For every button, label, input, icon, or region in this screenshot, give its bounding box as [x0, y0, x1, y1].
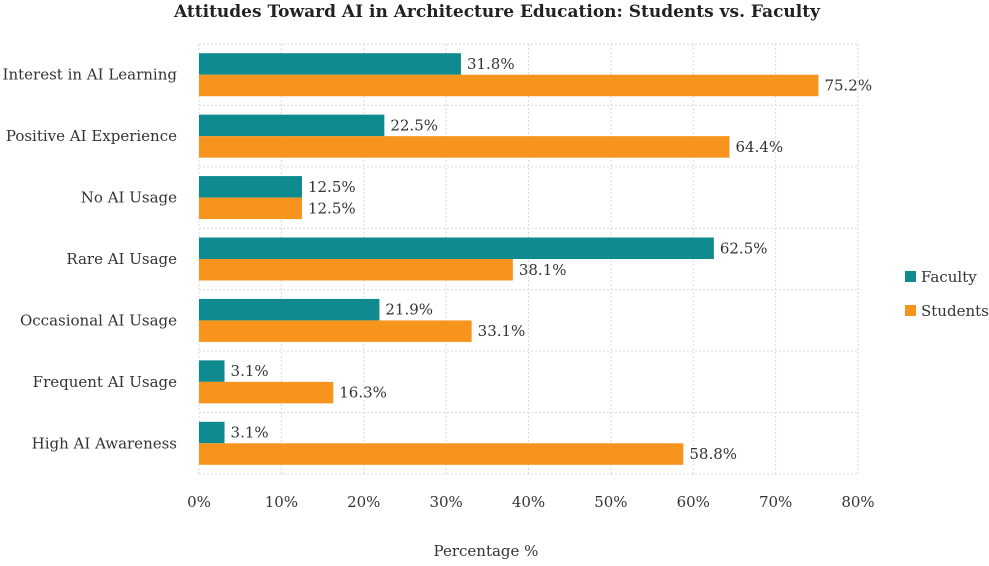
data-label: 12.5% [308, 178, 356, 196]
x-tick-label: 50% [594, 493, 627, 511]
data-label: 3.1% [231, 424, 269, 442]
bar-students [199, 443, 684, 465]
bars-layer [199, 53, 819, 465]
bar-students [199, 136, 730, 158]
legend-label-students: Students [921, 302, 989, 320]
legend: Faculty Students [905, 268, 989, 320]
data-label: 64.4% [735, 138, 783, 156]
x-tick-label: 80% [841, 493, 874, 511]
x-axis-title: Percentage % [434, 542, 539, 560]
category-label: Interest in AI Learning [3, 66, 178, 84]
chart-title: Attitudes Toward AI in Architecture Educ… [173, 2, 821, 22]
data-label: 62.5% [720, 239, 768, 257]
category-label: No AI Usage [81, 189, 177, 207]
x-tick-label: 40% [512, 493, 545, 511]
category-label: Occasional AI Usage [20, 311, 177, 329]
data-label: 33.1% [478, 322, 526, 340]
grid-layer [198, 43, 859, 475]
data-label: 22.5% [390, 116, 438, 134]
legend-swatch-students [905, 305, 916, 316]
legend-label-faculty: Faculty [921, 268, 977, 286]
x-tick-label: 20% [347, 493, 380, 511]
category-label: Frequent AI Usage [33, 373, 177, 391]
bar-faculty [199, 237, 714, 259]
legend-swatch-faculty [905, 271, 916, 282]
x-tick-label: 30% [429, 493, 462, 511]
bar-faculty [199, 360, 225, 382]
x-tick-label: 10% [265, 493, 298, 511]
data-label: 12.5% [308, 199, 356, 217]
axis-layer: 0% 10% 20% 30% 40% 50% 60% 70% 80% Interest in AI… [3, 66, 875, 511]
labels-layer: 31.8% 75.2% 22.5% 64.4% 12.5% 12.5% 62.5% 38.1%… [231, 55, 873, 463]
bar-faculty [199, 53, 461, 75]
data-label: 38.1% [519, 261, 567, 279]
category-label: Rare AI Usage [66, 250, 177, 268]
x-tick-label: 70% [759, 493, 792, 511]
bar-students [199, 320, 472, 342]
category-label: High AI Awareness [32, 434, 177, 452]
bar-students [199, 74, 819, 97]
bar-faculty [199, 298, 380, 321]
data-label: 3.1% [231, 362, 269, 380]
bar-faculty [199, 421, 225, 444]
x-tick-label: 0% [187, 493, 211, 511]
data-label: 16.3% [339, 384, 387, 402]
x-tick-label: 60% [677, 493, 710, 511]
data-label: 31.8% [467, 55, 515, 73]
data-label: 21.9% [385, 301, 433, 319]
data-label: 58.8% [689, 445, 737, 463]
bar-faculty [199, 176, 302, 198]
category-label: Positive AI Experience [6, 127, 177, 145]
bar-students [199, 259, 513, 281]
data-label: 75.2% [824, 76, 872, 94]
bar-faculty [199, 114, 385, 137]
bar-students [199, 197, 302, 220]
bar-students [199, 381, 334, 404]
